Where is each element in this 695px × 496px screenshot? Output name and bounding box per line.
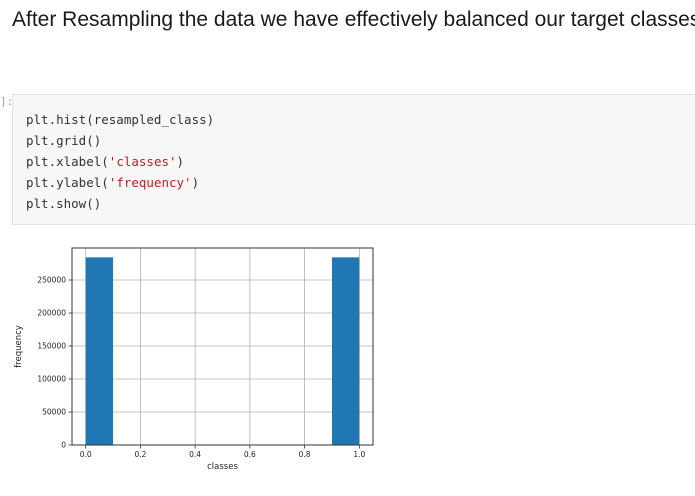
y-tick-label: 200000: [37, 309, 66, 318]
y-tick-label: 0: [61, 441, 66, 450]
code-token: plt.xlabel(: [26, 154, 109, 169]
code-cell[interactable]: plt.hist(resampled_class) plt.grid() plt.x…: [12, 94, 695, 225]
x-tick-label: 1.0: [353, 450, 365, 459]
code-token: plt.grid(): [26, 133, 102, 148]
cell-output: 0.0 0.2 0.4 0.6 0.8 1.0 0 50000 100000 150000 200…: [0, 236, 400, 486]
histogram-chart: 0.0 0.2 0.4 0.6 0.8 1.0 0 50000 100000 150000 200…: [14, 247, 374, 472]
x-tick-label: 0.2: [134, 450, 146, 459]
y-tick-label: 100000: [37, 375, 66, 384]
x-axis-label: classes: [207, 462, 238, 472]
y-axis-ticks: 0 50000 100000 150000 200000 250000: [37, 276, 72, 450]
code-token: plt.show(): [26, 196, 102, 211]
histogram-bar: [85, 257, 114, 445]
y-tick-label: 250000: [37, 276, 66, 285]
code-token: ): [191, 175, 200, 190]
code-editor[interactable]: plt.hist(resampled_class) plt.grid() plt.x…: [26, 109, 214, 214]
markdown-text: After Resampling the data we have effect…: [12, 8, 695, 31]
plot-frame: [71, 247, 374, 446]
code-string-token: 'classes': [108, 154, 177, 169]
code-token: plt.ylabel(: [26, 175, 109, 190]
code-string-token: 'frequency': [108, 175, 192, 190]
y-axis-label: frequency: [14, 325, 24, 368]
code-line: plt.xlabel('classes'): [26, 151, 214, 172]
x-tick-label: 0.8: [299, 450, 311, 459]
x-axis-ticks: 0.0 0.2 0.4 0.6 0.8 1.0: [80, 445, 366, 459]
y-tick-label: 50000: [42, 408, 66, 417]
code-line: plt.grid(): [26, 130, 214, 151]
y-tick-label: 150000: [37, 342, 66, 351]
x-tick-label: 0.4: [189, 450, 201, 459]
code-line: plt.ylabel('frequency'): [26, 172, 214, 193]
grid-lines: [72, 248, 373, 446]
cell-prompt: ]:: [0, 95, 14, 108]
histogram-bar: [331, 257, 360, 445]
code-token: plt.hist(resampled_class): [26, 112, 215, 127]
code-token: ): [176, 154, 185, 169]
code-line: plt.show(): [26, 193, 214, 214]
bars: [85, 257, 360, 445]
x-tick-label: 0.0: [80, 450, 92, 459]
code-line: plt.hist(resampled_class): [26, 109, 214, 130]
x-tick-label: 0.6: [244, 450, 256, 459]
